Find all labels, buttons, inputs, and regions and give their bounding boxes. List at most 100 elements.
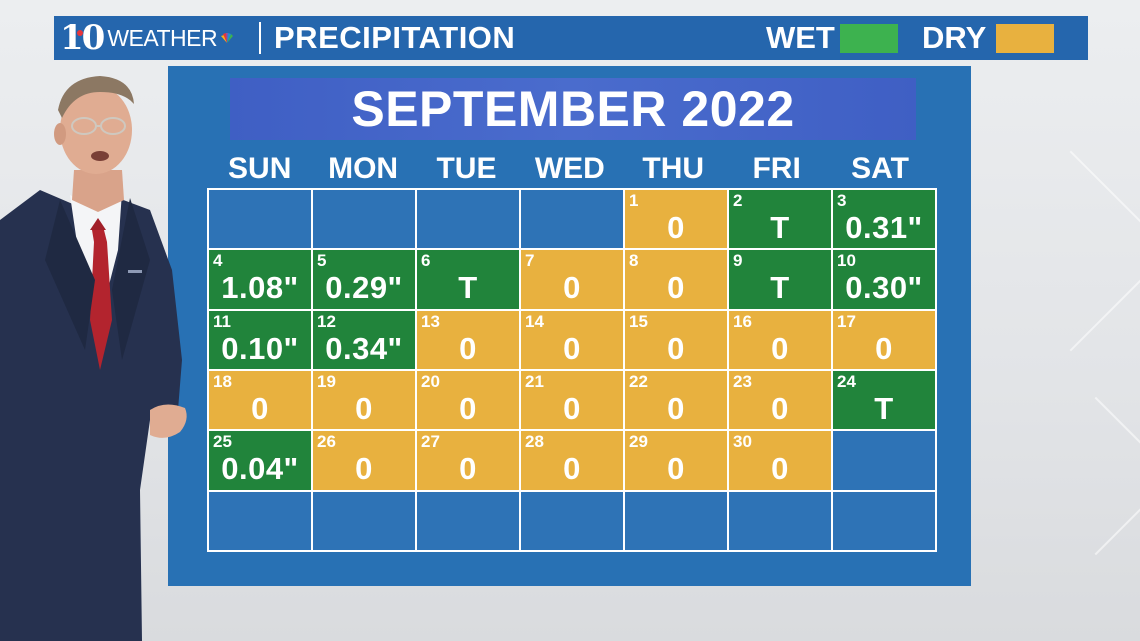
logo-heart-icon — [77, 30, 83, 36]
empty-day-cell — [521, 190, 623, 249]
day-number: 15 — [629, 311, 648, 331]
day-cell-16: 16 0 — [729, 310, 831, 369]
day-number: 27 — [421, 432, 440, 452]
day-cell-20: 20 0 — [417, 370, 519, 430]
precip-amount: 0 — [771, 390, 789, 426]
empty-day-cell — [313, 491, 415, 550]
day-number: 24 — [837, 371, 856, 391]
day-number: 9 — [733, 251, 743, 271]
empty-day-cell — [417, 190, 519, 249]
weekday-wed: WED — [534, 152, 605, 185]
precip-amount: 0.10" — [221, 330, 299, 366]
day-number: 18 — [213, 371, 232, 391]
empty-day-cell — [729, 491, 831, 550]
day-cell-10: 10 0.30" — [833, 250, 935, 309]
precip-amount: 0 — [875, 330, 893, 366]
day-number: 3 — [837, 191, 847, 210]
precip-amount: 0 — [563, 270, 581, 306]
day-cell-27: 27 0 — [417, 431, 519, 490]
day-number: 4 — [213, 251, 223, 271]
day-number: 10 — [837, 251, 856, 271]
day-number: 22 — [629, 371, 648, 391]
precip-amount: T — [458, 270, 478, 306]
legend-dry-swatch — [996, 24, 1054, 53]
header-divider — [259, 22, 261, 54]
day-cell-23: 23 0 — [729, 370, 831, 430]
precip-amount: T — [770, 210, 790, 245]
day-cell-3: 3 0.31" — [833, 190, 935, 249]
background-chevron — [970, 150, 1140, 352]
weekday-fri: FRI — [752, 152, 801, 185]
day-cell-26: 26 0 — [313, 431, 415, 490]
day-number: 14 — [525, 311, 544, 331]
day-number: 7 — [525, 251, 535, 271]
day-number: 12 — [317, 311, 336, 331]
empty-day-cell — [521, 491, 623, 550]
day-number: 5 — [317, 251, 327, 271]
precip-amount: 0 — [667, 210, 685, 245]
weekday-mon: MON — [328, 152, 399, 185]
empty-day-cell — [417, 491, 519, 550]
day-number: 28 — [525, 432, 544, 452]
weekday-header-row: SUN MON TUE WED THU FRI SAT — [208, 152, 932, 188]
precip-amount: 0 — [251, 390, 269, 426]
empty-day-cell — [209, 491, 311, 550]
day-cell-29: 29 0 — [625, 431, 727, 490]
precip-amount: 0 — [459, 330, 477, 366]
day-cell-13: 13 0 — [417, 310, 519, 369]
day-number: 26 — [317, 432, 336, 452]
precip-amount: 0 — [563, 330, 581, 366]
day-cell-15: 15 0 — [625, 310, 727, 369]
calendar-grid: 1 0 2 T 3 0.31" 4 1.08" 5 0.29" 6 T 7 0 8 0 9 T 10 0.30" 11 0… — [207, 188, 937, 552]
precip-amount: 0 — [667, 451, 685, 487]
empty-day-cell — [313, 190, 415, 249]
background-chevron — [1016, 396, 1140, 556]
logo-text: WEATHER — [107, 24, 218, 51]
month-title: SEPTEMBER 2022 — [230, 78, 916, 140]
day-number: 11 — [213, 311, 231, 331]
day-number: 8 — [629, 251, 639, 271]
precip-amount: 0.31" — [845, 210, 923, 245]
precip-amount: 0 — [667, 270, 685, 306]
day-cell-28: 28 0 — [521, 431, 623, 490]
header-bar: 10 WEATHER PRECIPITATION WET DRY — [54, 16, 1088, 60]
precip-amount: 0 — [771, 330, 789, 366]
day-cell-4: 4 1.08" — [209, 250, 311, 309]
day-cell-19: 19 0 — [313, 370, 415, 430]
day-number: 20 — [421, 371, 440, 391]
day-cell-17: 17 0 — [833, 310, 935, 369]
weekday-thu: THU — [642, 152, 705, 185]
logo-number: 10 — [60, 18, 105, 58]
precip-amount: 0.29" — [325, 270, 403, 306]
graphic-title: PRECIPITATION — [274, 20, 516, 55]
precip-amount: 0 — [459, 451, 477, 487]
day-number: 23 — [733, 371, 752, 391]
day-cell-12: 12 0.34" — [313, 310, 415, 369]
day-cell-21: 21 0 — [521, 370, 623, 430]
precip-amount: 0 — [667, 330, 685, 366]
empty-day-cell — [833, 431, 935, 490]
precip-amount: 0.34" — [325, 330, 403, 366]
precip-amount: 0 — [459, 390, 477, 426]
presenter-figure — [0, 76, 187, 641]
day-number: 16 — [733, 311, 752, 331]
legend-wet-label: WET — [766, 20, 835, 55]
precip-amount: 0 — [563, 451, 581, 487]
day-cell-25: 25 0.04" — [209, 431, 311, 490]
precip-amount: 1.08" — [221, 270, 299, 306]
precip-amount: 0 — [563, 390, 581, 426]
day-number: 19 — [317, 371, 336, 391]
day-cell-18: 18 0 — [209, 370, 311, 430]
day-cell-14: 14 0 — [521, 310, 623, 369]
legend-dry-label: DRY — [922, 20, 987, 55]
weekday-tue: TUE — [436, 152, 497, 185]
day-number: 21 — [525, 371, 544, 391]
precip-amount: 0.30" — [845, 270, 923, 306]
day-number: 25 — [213, 432, 232, 452]
